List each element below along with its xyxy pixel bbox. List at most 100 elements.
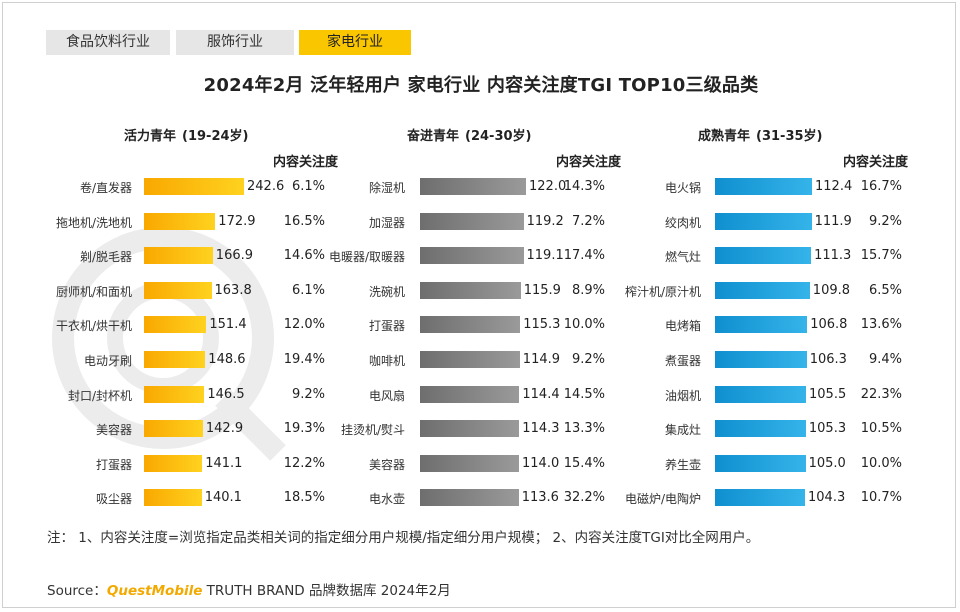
attention-label: 9.2% — [571, 352, 605, 367]
source-suffix: TRUTH BRAND 品牌数据库 2024年2月 — [202, 583, 451, 599]
attention-label: 16.5% — [283, 213, 325, 229]
category-label: 电磁炉/电陶炉 — [624, 492, 701, 507]
attention-label: 6.1% — [291, 282, 325, 298]
value-label: 140.1 — [204, 490, 242, 506]
source-prefix: Source： — [47, 583, 107, 599]
value-label: 111.9 — [814, 213, 852, 229]
value-label: 106.8 — [810, 317, 848, 333]
bar — [420, 454, 519, 472]
bar — [715, 454, 806, 472]
value-label: 104.3 — [808, 490, 846, 506]
attention-label: 19.3% — [283, 421, 325, 437]
attention-label: 12.0% — [283, 317, 325, 333]
value-label: 105.0 — [808, 455, 846, 471]
panel-3-title: 成熟青年 (31-35岁) — [698, 129, 823, 144]
category-label: 除湿机 — [368, 181, 405, 195]
bar — [420, 316, 521, 334]
value-label: 122.0 — [529, 179, 567, 194]
bar — [420, 281, 521, 299]
category-label: 电烤箱 — [664, 319, 701, 334]
bar — [715, 247, 812, 265]
category-label: 挂烫机/熨斗 — [340, 423, 405, 438]
tab-food-beverage[interactable]: 食品饮料行业 — [46, 30, 170, 55]
attention-label: 9.4% — [868, 352, 902, 367]
bar — [420, 212, 524, 230]
category-label: 咖啡机 — [368, 354, 405, 368]
bar — [144, 247, 213, 265]
value-label: 105.5 — [809, 386, 847, 402]
value-label: 105.3 — [808, 421, 847, 437]
bar — [144, 178, 244, 195]
panel-2-metric-header: 内容关注度 — [556, 155, 622, 170]
bar — [420, 420, 520, 438]
source-line: Source：QuestMobile TRUTH BRAND 品牌数据库 202… — [47, 579, 451, 599]
category-label: 打蛋器 — [368, 319, 405, 334]
attention-label: 15.7% — [860, 248, 902, 264]
bar — [144, 385, 205, 403]
value-label: 242.6 — [247, 179, 285, 194]
attention-label: 6.1% — [291, 179, 325, 194]
panel-1-title: 活力青年 (19-24岁) — [124, 129, 249, 144]
attention-label: 10.5% — [860, 421, 902, 437]
attention-label: 13.6% — [860, 317, 902, 333]
attention-label: 16.7% — [860, 179, 902, 194]
chart-title: 2024年2月 泛年轻用户 家电行业 内容关注度TGI TOP10三级品类 — [203, 75, 759, 96]
category-label: 洗碗机 — [368, 284, 405, 299]
bar — [715, 420, 806, 438]
bar — [715, 281, 810, 299]
category-label: 燃气灶 — [664, 250, 701, 265]
panel-2-title: 奋进青年 (24-30岁) — [407, 129, 532, 144]
attention-label: 32.2% — [563, 490, 605, 506]
footnote: 注： 1、内容关注度=浏览指定品类相关词的指定细分用户规模/指定细分用户规模； … — [47, 530, 760, 546]
value-label: 114.4 — [522, 386, 560, 402]
value-label: 119.2 — [526, 213, 564, 229]
attention-label: 12.2% — [283, 455, 325, 471]
category-label: 绞肉机 — [664, 215, 701, 230]
attention-label: 14.5% — [563, 386, 605, 402]
panel-3-metric-header: 内容关注度 — [843, 155, 909, 170]
category-label: 拖地机/洗地机 — [55, 215, 132, 230]
value-label: 114.9 — [522, 352, 561, 367]
attention-label: 22.3% — [860, 386, 902, 402]
value-label: 112.4 — [815, 179, 853, 194]
attention-label: 14.3% — [563, 179, 605, 194]
category-label: 干衣机/烘干机 — [55, 319, 132, 334]
bar — [144, 316, 207, 334]
tab-apparel[interactable]: 服饰行业 — [176, 30, 294, 55]
category-label: 榨汁机/原汁机 — [624, 284, 701, 299]
attention-label: 19.4% — [283, 352, 325, 367]
category-label: 吸尘器 — [95, 492, 132, 507]
bar — [715, 489, 805, 507]
value-label: 115.3 — [523, 317, 561, 333]
value-label: 115.9 — [523, 282, 561, 298]
value-label: 166.9 — [215, 248, 254, 264]
category-label: 剃/脱毛器 — [79, 250, 132, 265]
attention-label: 10.0% — [563, 317, 605, 333]
category-label: 集成灶 — [664, 423, 701, 438]
category-label: 卷/直发器 — [79, 181, 132, 195]
source-brand: QuestMobile — [106, 583, 203, 599]
value-label: 111.3 — [814, 248, 852, 264]
bar — [144, 351, 206, 368]
value-label: 151.4 — [209, 317, 247, 333]
attention-label: 8.9% — [571, 282, 605, 298]
category-label: 电动牙刷 — [83, 354, 132, 368]
bar — [420, 247, 524, 265]
value-label: 148.6 — [208, 352, 246, 367]
bar — [420, 385, 520, 403]
category-label: 封口/封杯机 — [67, 388, 132, 403]
bar — [144, 281, 212, 299]
category-label: 加湿器 — [368, 215, 405, 230]
category-label: 电暖器/取暖器 — [328, 250, 405, 265]
attention-label: 14.6% — [283, 248, 325, 264]
bar — [420, 489, 519, 507]
attention-label: 13.3% — [563, 421, 605, 437]
bar — [715, 351, 807, 368]
attention-label: 6.5% — [868, 282, 902, 298]
category-label: 油烟机 — [664, 388, 701, 403]
category-label: 打蛋器 — [95, 457, 132, 472]
category-label: 美容器 — [95, 423, 132, 438]
bar — [420, 178, 526, 195]
category-label: 厨师机/和面机 — [55, 284, 132, 299]
tab-home-appliance[interactable]: 家电行业 — [299, 30, 411, 55]
